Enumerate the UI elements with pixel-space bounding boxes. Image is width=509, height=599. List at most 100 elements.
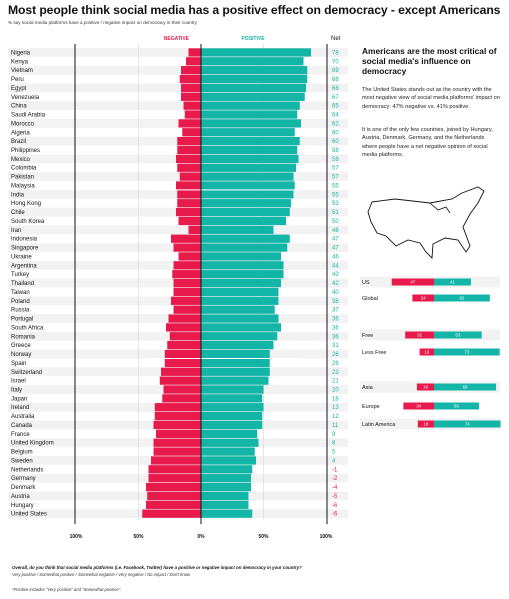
net-value: 36 (332, 317, 339, 323)
country-label: Canada (11, 423, 33, 429)
comparison-group-label: Less Free (362, 350, 386, 356)
bar-negative (176, 207, 201, 217)
bar-negative (142, 509, 201, 518)
country-label: Peru (11, 77, 24, 83)
country-label: Malaysia (11, 183, 35, 189)
bar-positive (201, 261, 284, 270)
bar-positive (201, 119, 301, 128)
net-value: 20 (332, 387, 339, 393)
bar-negative (173, 278, 201, 288)
country-label: United Kingdom (11, 441, 54, 447)
country-label: Venezuela (11, 95, 40, 101)
country-label: Chile (11, 210, 25, 216)
bar-negative (177, 137, 201, 146)
country-label: Greece (11, 343, 31, 349)
bar-negative (168, 314, 201, 323)
bar-positive (201, 243, 288, 252)
bar-positive (201, 74, 308, 84)
bar-positive (201, 181, 295, 190)
country-label: Ukraine (11, 254, 32, 260)
bar-negative (153, 447, 201, 456)
net-value: 57 (332, 166, 339, 172)
bar-negative (179, 74, 201, 84)
net-value: 13 (332, 405, 339, 411)
net-value: 51 (332, 210, 339, 216)
bar-negative (161, 367, 201, 376)
bar-negative (172, 270, 201, 279)
bar-negative (186, 57, 201, 66)
country-label: Sweden (11, 458, 33, 464)
net-value: 69 (332, 68, 339, 74)
country-label: Morocco (11, 121, 35, 127)
net-value: 36 (332, 334, 339, 340)
country-label: Thailand (11, 281, 34, 287)
side-paragraph-1: The United States stands out as the coun… (362, 87, 500, 110)
bar-negative (163, 385, 201, 394)
bar-negative (164, 358, 201, 368)
net-value: 31 (332, 343, 339, 349)
country-label: Belgium (11, 450, 33, 456)
bar-negative (182, 128, 201, 137)
net-value: 46 (332, 254, 339, 260)
comparison-value-negative: 32 (417, 333, 422, 338)
bar-positive (201, 163, 296, 172)
comparison-bar-positive (434, 420, 501, 428)
country-label: Japan (11, 396, 27, 402)
bar-positive (201, 341, 274, 350)
net-value: 40 (332, 290, 339, 296)
x-tick-label: 100% (320, 534, 333, 540)
bar-positive (201, 394, 263, 403)
country-label: Mexico (11, 157, 31, 163)
country-label: Hungary (11, 503, 34, 509)
country-label: Vietnam (11, 68, 33, 74)
net-value: 23 (332, 370, 339, 376)
bar-positive (201, 270, 284, 279)
country-label: Israel (11, 379, 26, 385)
comparison-group-label: US (362, 280, 370, 286)
country-label: Iran (11, 228, 21, 234)
country-label: Saudi Arabia (11, 113, 46, 119)
bar-positive (201, 491, 249, 501)
bar-positive (201, 323, 281, 332)
comparison-bar-negative (403, 402, 434, 410)
bar-positive (201, 447, 255, 456)
country-label: Denmark (11, 485, 36, 491)
row-band (8, 83, 348, 93)
legend-negative: NEGATIVE (164, 36, 190, 42)
net-value: 21 (332, 379, 339, 385)
net-value: 11 (332, 423, 339, 429)
row-band (8, 48, 348, 57)
bar-positive (201, 314, 279, 323)
comparison-bar-positive (434, 383, 497, 391)
footer-answers: Very positive / Somewhat positive / Some… (12, 572, 191, 577)
comparison-bar-negative (419, 348, 434, 356)
bar-negative (173, 243, 201, 252)
bar-positive (201, 296, 279, 305)
comparison-value-negative: 47 (410, 280, 415, 285)
comparison-bar-negative (416, 383, 434, 391)
comparison-group-label: Free (362, 333, 373, 339)
bar-positive (201, 278, 281, 288)
net-value: 57 (332, 175, 339, 181)
country-label: Colombia (11, 166, 37, 172)
country-label: Turkey (11, 272, 29, 278)
bar-positive (201, 128, 295, 137)
country-label: Switzerland (11, 370, 42, 376)
bar-positive (201, 101, 300, 110)
net-value: 78 (332, 50, 339, 56)
bar-positive (201, 420, 263, 430)
country-label: Netherlands (11, 467, 43, 473)
net-value: 62 (332, 121, 339, 127)
bar-positive (201, 367, 270, 376)
bar-negative (154, 403, 201, 412)
bar-positive (201, 137, 300, 146)
bar-positive (201, 287, 279, 297)
comparison-value-positive: 50 (454, 404, 459, 409)
net-value: -6 (332, 512, 338, 518)
country-label: Romania (11, 334, 36, 340)
net-value: -1 (332, 467, 338, 473)
net-value: 12 (332, 414, 339, 420)
net-value: -4 (332, 485, 338, 491)
comparison-bar-positive (434, 331, 482, 339)
